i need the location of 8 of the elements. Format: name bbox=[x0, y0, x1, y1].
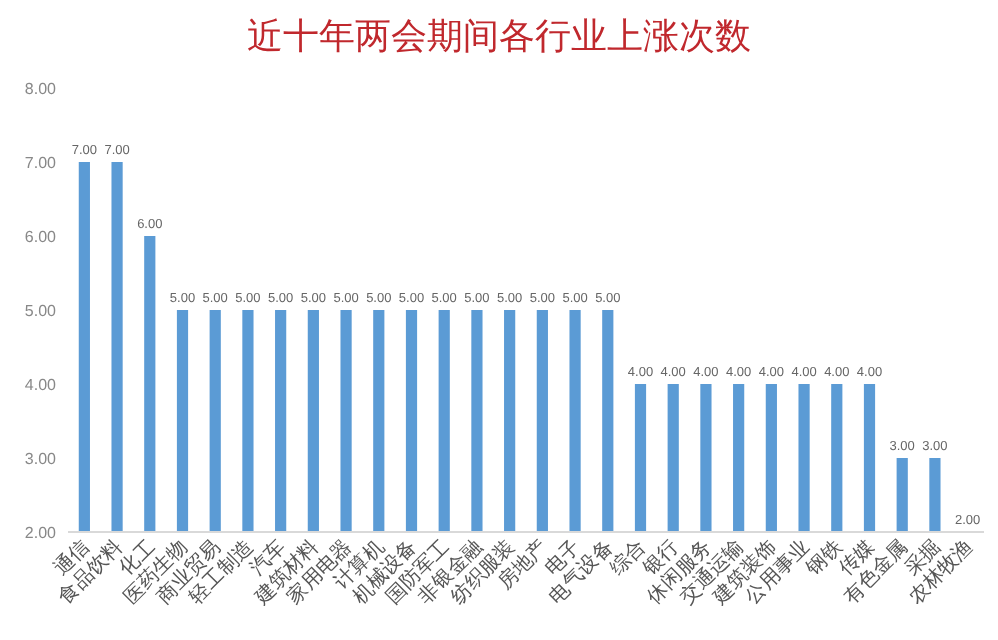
y-tick-label: 4.00 bbox=[24, 376, 58, 394]
y-tick-label: 7.00 bbox=[24, 154, 58, 172]
y-tick-label: 8.00 bbox=[24, 80, 58, 98]
y-tick-label: 6.00 bbox=[24, 228, 58, 246]
chart-title: 近十年两会期间各行业上涨次数 bbox=[247, 16, 751, 56]
y-tick-label: 2.00 bbox=[24, 524, 58, 542]
y-tick-label: 3.00 bbox=[24, 450, 58, 468]
y-tick-label: 5.00 bbox=[24, 302, 58, 320]
